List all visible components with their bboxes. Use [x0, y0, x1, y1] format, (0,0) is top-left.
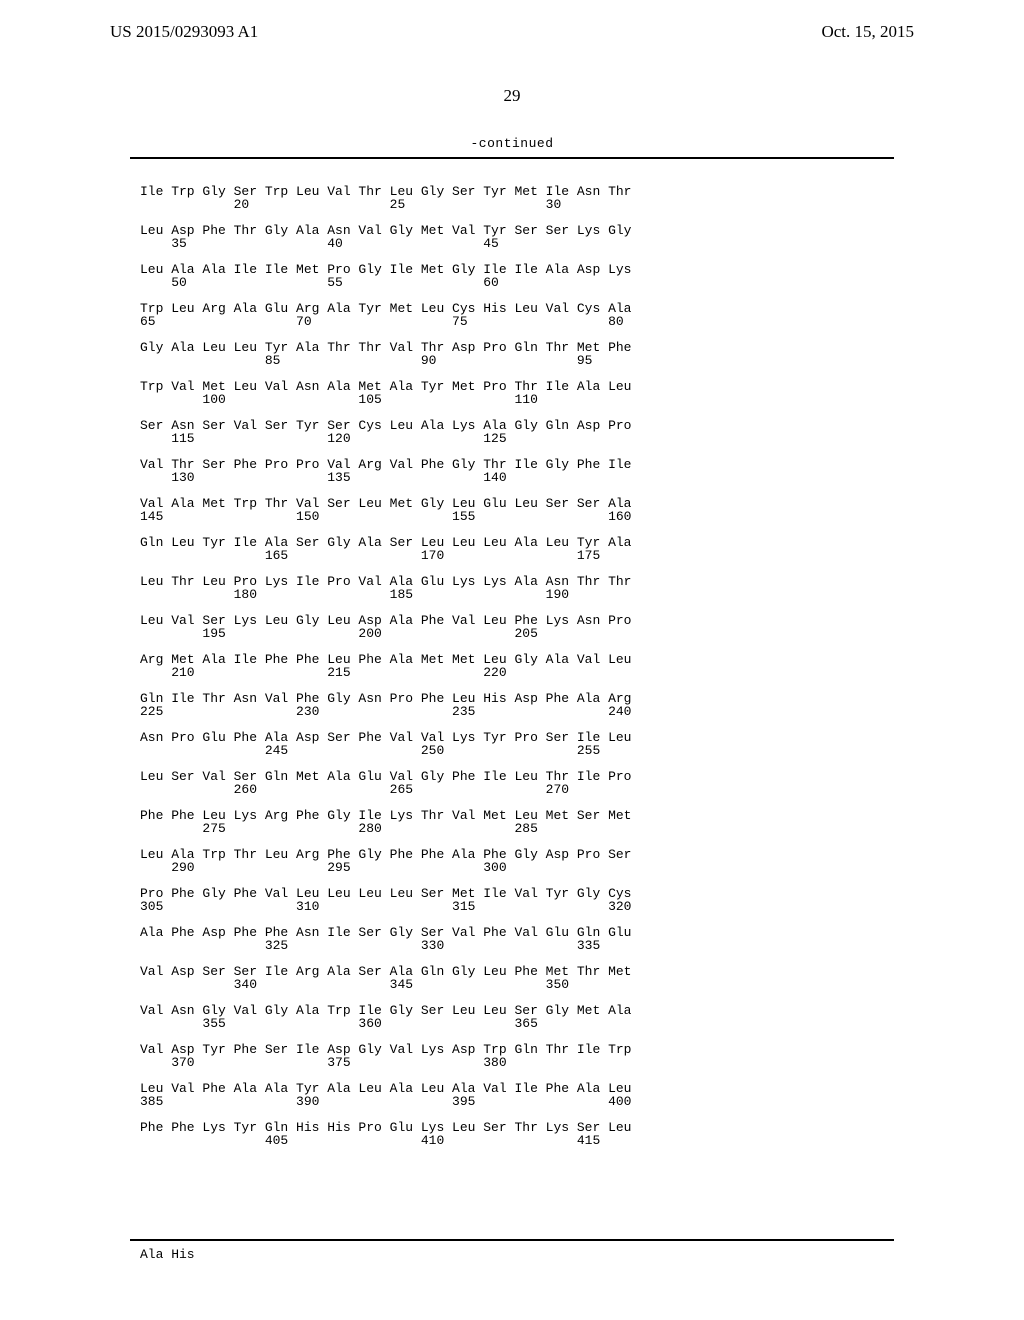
- sequence-block: Ile Trp Gly Ser Trp Leu Val Thr Leu Gly …: [130, 172, 894, 1160]
- header-right: Oct. 15, 2015: [821, 22, 914, 42]
- header-left: US 2015/0293093 A1: [110, 22, 258, 42]
- trailing-residues: Ala His: [140, 1247, 1024, 1262]
- page-number: 29: [0, 86, 1024, 106]
- continued-label: -continued: [0, 136, 1024, 151]
- page: US 2015/0293093 A1 Oct. 15, 2015 29 -con…: [0, 0, 1024, 1320]
- sequence-container: Ile Trp Gly Ser Trp Leu Val Thr Leu Gly …: [130, 157, 894, 1241]
